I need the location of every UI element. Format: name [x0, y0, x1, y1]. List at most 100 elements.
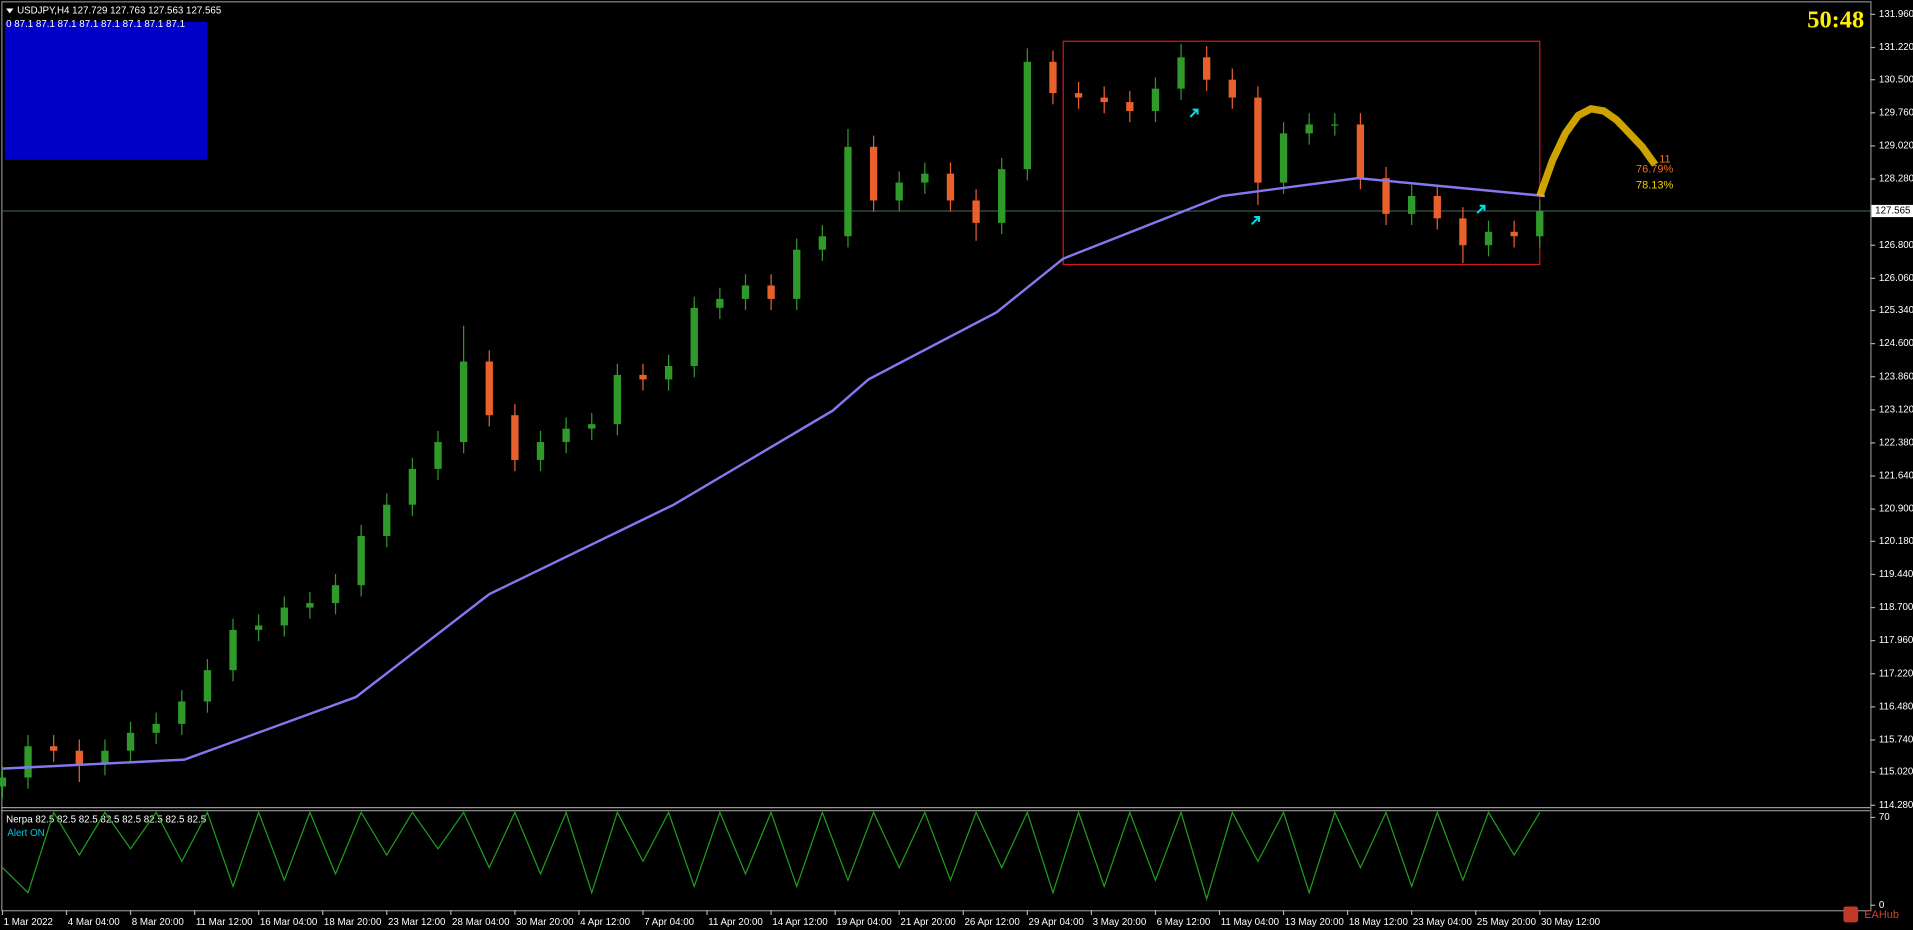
- x-tick-label: 18 Mar 20:00: [324, 917, 382, 928]
- candle-body: [1536, 210, 1544, 237]
- info-panel: [4, 21, 208, 160]
- x-tick-label: 8 Mar 20:00: [132, 917, 185, 928]
- candle-body: [613, 374, 622, 425]
- candle-body: [690, 307, 698, 366]
- candle-body: [998, 169, 1006, 223]
- candle-body: [895, 182, 903, 201]
- candle-body: [1203, 57, 1211, 80]
- forecast-annotation: 11: [1659, 154, 1670, 166]
- x-tick-label: 29 Apr 04:00: [1029, 917, 1085, 928]
- candle-body: [588, 424, 596, 429]
- candle-body: [383, 504, 391, 536]
- x-tick-label: 16 Mar 04:00: [260, 917, 318, 928]
- x-tick-label: 28 Mar 04:00: [452, 917, 510, 928]
- candle-body: [639, 374, 647, 380]
- y-tick-label: 119.440: [1879, 569, 1913, 580]
- candle-body: [331, 585, 340, 604]
- candle-body: [818, 236, 827, 250]
- candle-body: [1177, 57, 1185, 89]
- candle-body: [1408, 196, 1416, 214]
- signal-arrow: [1189, 108, 1199, 118]
- y-tick-label: 125.340: [1879, 305, 1913, 316]
- oscillator-line: [2, 811, 1541, 902]
- candle-body: [741, 285, 750, 299]
- x-tick-label: 30 May 12:00: [1541, 917, 1601, 928]
- y-tick-label: 124.600: [1879, 338, 1913, 349]
- y-tick-label: 116.480: [1879, 701, 1913, 712]
- candle-body: [203, 670, 212, 702]
- x-tick-label: 1 Mar 2022: [4, 917, 53, 928]
- y-tick-label: 130.500: [1879, 74, 1913, 85]
- candle-body: [152, 723, 160, 733]
- candle-body: [255, 625, 263, 630]
- x-tick-label: 4 Apr 12:00: [580, 917, 630, 928]
- x-tick-label: 7 Apr 04:00: [644, 917, 694, 928]
- symbol-header: USDJPY,H4 127.729 127.763 127.563 127.56…: [17, 6, 222, 17]
- y-tick-label: 126.800: [1879, 240, 1913, 251]
- x-tick-label: 14 Apr 12:00: [772, 917, 828, 928]
- x-tick-label: 21 Apr 20:00: [900, 917, 956, 928]
- y-tick-label: 129.020: [1879, 140, 1913, 151]
- signal-arrow: [1251, 215, 1261, 225]
- candle-body: [1484, 231, 1493, 246]
- candle-body: [101, 750, 109, 765]
- alert-status: Alert ON: [7, 828, 44, 839]
- y-tick-label: 123.860: [1879, 371, 1913, 382]
- current-price-box: [1871, 204, 1913, 218]
- candle-body: [1049, 61, 1057, 94]
- plot: 131.960 131.220 130.500 129.760 129.020 128.2…: [0, 9, 1913, 928]
- candle-body: [459, 361, 468, 443]
- menu-triangle: [6, 8, 14, 14]
- candle-body: [562, 428, 570, 443]
- candle-body: [1254, 97, 1262, 183]
- y-tick-label: 123.120: [1879, 404, 1913, 415]
- candle-body: [75, 750, 83, 765]
- y-tick-label: 128.280: [1879, 174, 1913, 185]
- candle-body: [1433, 196, 1441, 219]
- candle-body: [1510, 231, 1518, 237]
- candle-body: [844, 146, 852, 237]
- x-tick-label: 18 May 12:00: [1349, 917, 1409, 928]
- x-tick-label: 3 May 20:00: [1093, 917, 1147, 928]
- y-tick-label: 126.060: [1879, 273, 1913, 284]
- candle-body: [1459, 218, 1467, 246]
- y-tick-label: 117.960: [1879, 635, 1913, 646]
- x-tick-label: 26 Apr 12:00: [964, 917, 1020, 928]
- indicator-title: Nerpa 82.5 82.5 82.5 82.5 82.5 82.5 82.5…: [6, 814, 207, 825]
- candle-body: [126, 732, 135, 751]
- candle-body: [1228, 79, 1236, 98]
- current-price-label: 127.565: [1875, 206, 1911, 217]
- forecast-annotation: 76.79%: [1636, 163, 1673, 175]
- candle-body: [716, 298, 724, 308]
- candle-body: [178, 701, 186, 724]
- osc-y-tick-label: 70: [1879, 812, 1890, 823]
- x-tick-label: 4 Mar 04:00: [68, 917, 121, 928]
- candle-body: [1279, 133, 1288, 183]
- candle-body: [1074, 93, 1083, 98]
- candle-body: [536, 442, 545, 460]
- candle-body: [1356, 124, 1365, 179]
- x-tick-label: 11 Apr 20:00: [708, 917, 763, 928]
- candle-body: [1151, 88, 1160, 112]
- y-tick-label: 118.700: [1879, 602, 1913, 613]
- y-tick-label: 117.220: [1879, 668, 1913, 679]
- moving-average: [2, 176, 1546, 770]
- forecast-line: [1536, 104, 1659, 198]
- y-tick-label: 120.900: [1879, 504, 1913, 515]
- candle-body: [229, 629, 237, 671]
- candle-body: [869, 146, 878, 201]
- x-tick-label: 19 Apr 04:00: [836, 917, 892, 928]
- y-tick-label: 115.740: [1879, 735, 1913, 746]
- bar-timer: 50:48: [1807, 7, 1864, 34]
- info-panel-text: 0 87.1 87.1 87.1 87.1 87.1 87.1 87.1 87.…: [6, 19, 185, 30]
- y-tick-label: 115.020: [1879, 767, 1913, 778]
- x-tick-label: 13 May 20:00: [1285, 917, 1345, 928]
- rectangle-object: [1062, 40, 1541, 266]
- x-tick-label: 25 May 20:00: [1477, 917, 1537, 928]
- candle-body: [1023, 61, 1031, 170]
- y-tick-label: 131.960: [1879, 9, 1913, 20]
- candle-body: [793, 249, 801, 299]
